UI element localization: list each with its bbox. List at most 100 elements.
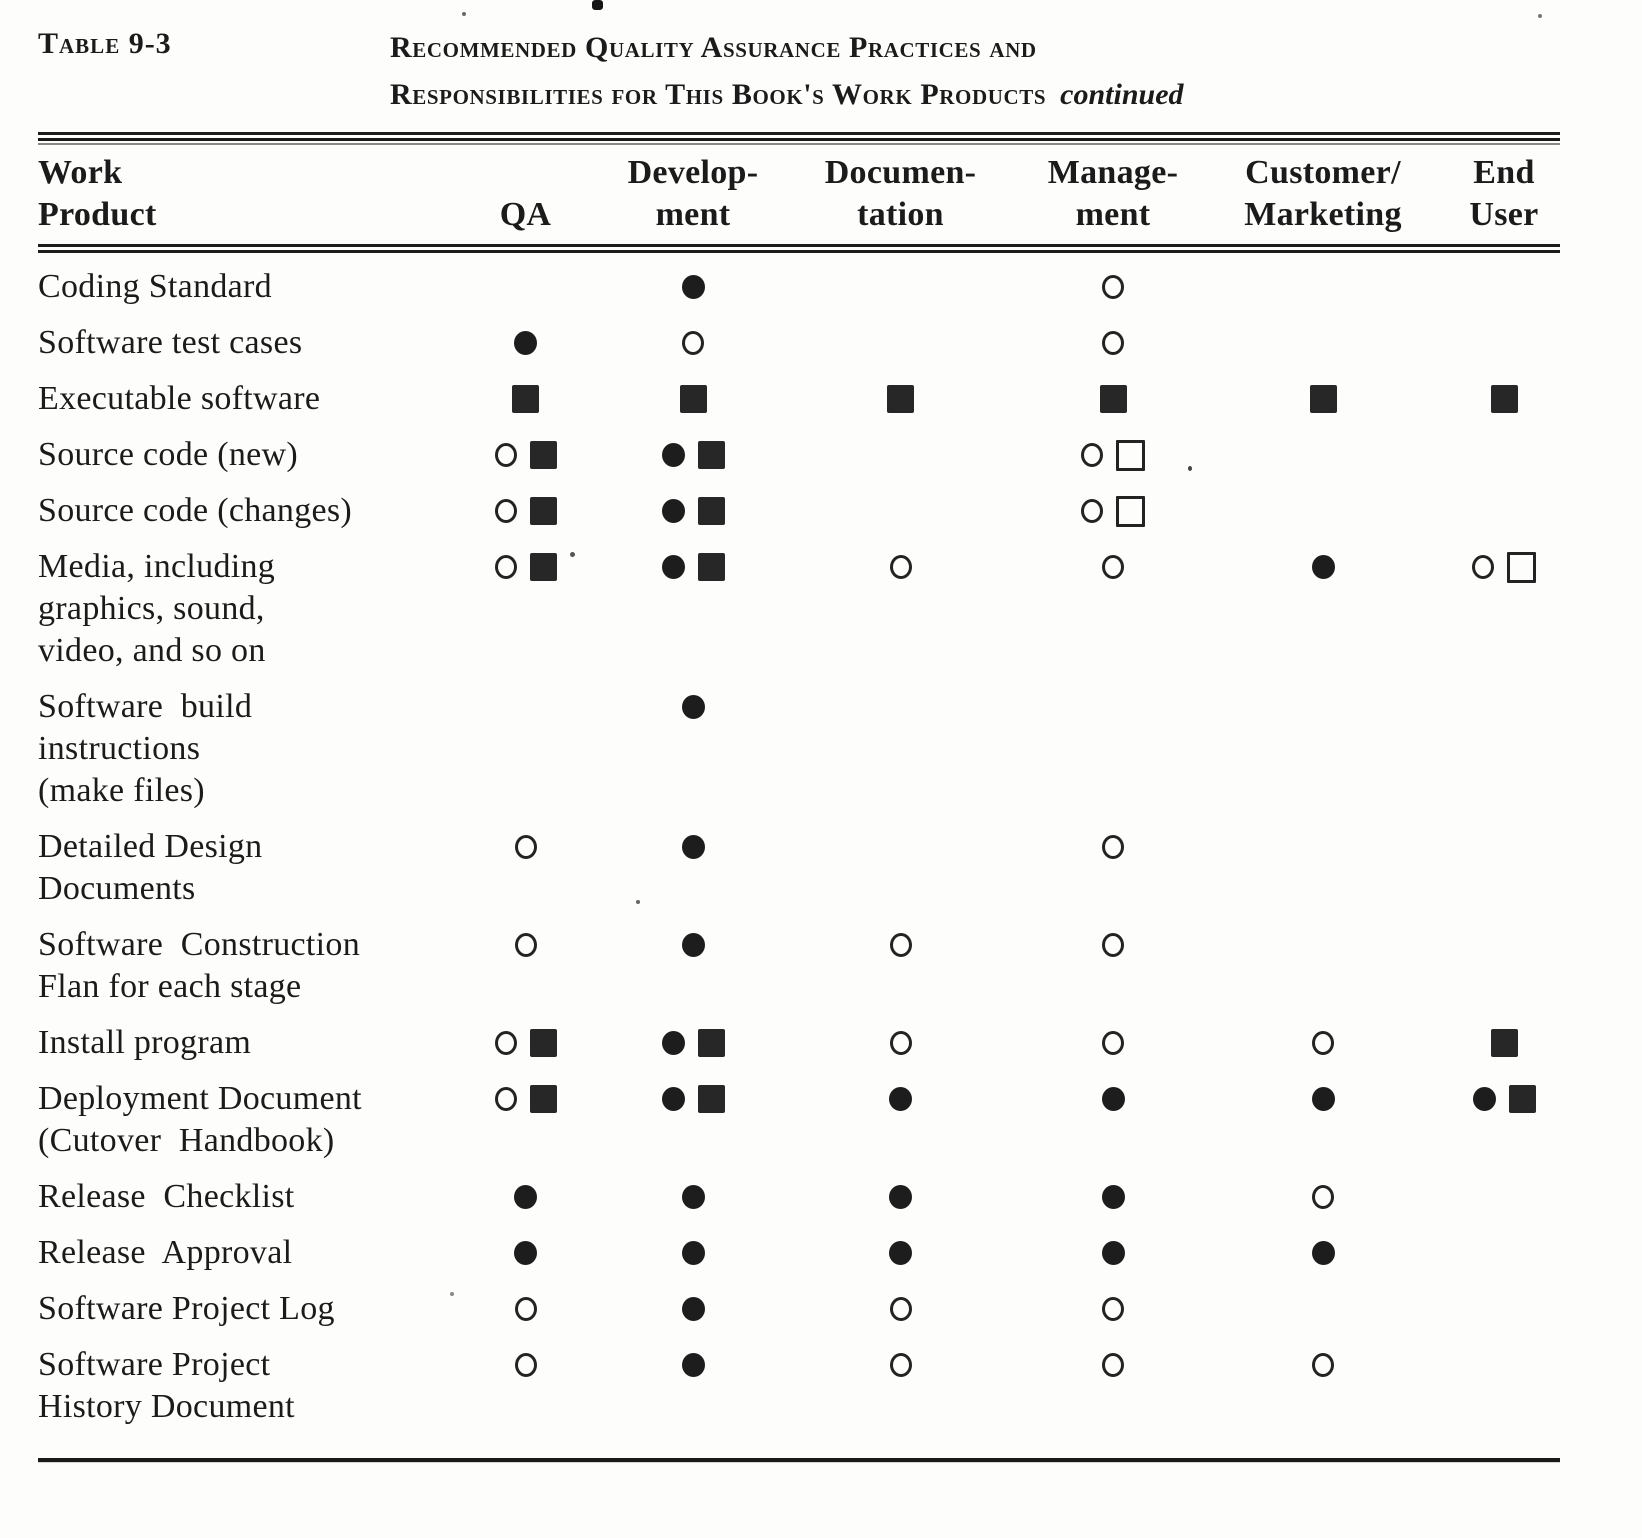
work-product-label-line: Media, including [38,548,276,585]
filled-square-symbol [1490,1029,1518,1057]
column-header-work-product: Work Product [38,152,438,236]
work-product-label-line: Software build [38,688,253,725]
table-row: Software Project Log [38,1288,1560,1330]
scan-speck [1188,466,1192,471]
cell-development [613,826,773,868]
cell-end-user [1448,924,1560,966]
work-product-label-line: Source code (new) [38,436,298,473]
table-header-row: Work Product QA Develop-ment Documen-tation M… [38,146,1560,244]
column-header-line: User [1469,196,1539,233]
work-product-label-line: Source code (changes) [38,492,353,529]
open-circle-symbol [514,1353,537,1377]
filled-square-symbol [679,385,707,413]
cell-qa [438,1232,613,1274]
header-separator-rule [38,244,1560,254]
cell-customer-marketing [1198,322,1448,364]
scan-speck [570,552,575,557]
cell-customer-marketing [1198,546,1448,588]
cell-documentation [773,378,1028,420]
filled-circle-symbol [889,1185,912,1209]
scan-speck [636,900,640,904]
cell-documentation [773,266,1028,308]
cell-documentation [773,1078,1028,1120]
column-header-development: Develop-ment [613,152,773,236]
open-circle-symbol [1102,1297,1124,1321]
open-circle-symbol [1102,1031,1124,1055]
work-product-label-line: Deployment Document [38,1080,362,1117]
column-header-line: Manage- [1047,154,1179,191]
cell-management [1028,490,1198,532]
open-circle-symbol [1312,1353,1334,1377]
work-product-label: Release Checklist [38,1176,438,1218]
cell-qa [438,546,613,588]
column-header-line: tation [857,196,944,233]
work-product-label-line: Detailed Design [38,828,263,865]
filled-circle-symbol [1311,555,1335,579]
cell-customer-marketing [1198,924,1448,966]
work-product-label-line: Software Project [38,1346,271,1383]
table-row: Software Construction Flan for each stage [38,924,1560,1008]
filled-circle-symbol [661,555,685,579]
cell-customer-marketing [1198,1288,1448,1330]
open-circle-symbol [1102,835,1124,859]
cell-management [1028,924,1198,966]
cell-documentation [773,546,1028,588]
cell-management [1028,1176,1198,1218]
cell-end-user [1448,1078,1560,1120]
table-title-line1: Recommended Quality Assurance Practices … [390,31,1037,64]
cell-customer-marketing [1198,1078,1448,1120]
cell-development [613,490,773,532]
open-square-symbol [1116,439,1145,471]
cell-end-user [1448,490,1560,532]
filled-square-symbol [512,385,539,413]
work-product-label: Install program [38,1022,438,1064]
scan-speck [450,1292,454,1296]
filled-circle-symbol [1101,1185,1125,1209]
table-body: Coding Standard Software test cases Execut… [38,254,1560,1428]
filled-square-symbol [887,385,914,413]
open-circle-symbol [1102,1353,1124,1377]
work-product-label-line: Flan for each stage [38,968,302,1005]
cell-end-user [1448,826,1560,868]
open-circle-symbol [682,331,704,355]
cell-management [1028,546,1198,588]
open-circle-symbol [1081,443,1103,467]
work-product-label-line: Executable software [38,380,321,417]
table-row: Install program [38,1022,1560,1064]
cell-development [613,1344,773,1386]
column-header-line: Develop- [627,154,759,191]
filled-circle-symbol [1311,1087,1335,1111]
work-product-label: Coding Standard [38,266,438,308]
cell-customer-marketing [1198,1232,1448,1274]
cell-end-user [1448,1176,1560,1218]
filled-circle-symbol [681,1353,705,1377]
cell-documentation [773,434,1028,476]
qa-practices-table: Work Product QA Develop-ment Documen-tation M… [38,132,1560,1463]
cell-management [1028,266,1198,308]
open-square-symbol [1116,495,1145,527]
filled-square-symbol [1309,385,1337,413]
cell-management [1028,1078,1198,1120]
filled-circle-symbol [514,331,537,355]
filled-square-symbol [529,1029,557,1057]
cell-end-user [1448,1288,1560,1330]
filled-square-symbol [529,553,557,581]
cell-end-user [1448,1232,1560,1274]
table-row: Detailed Design Documents [38,826,1560,910]
filled-circle-symbol [1101,1087,1125,1111]
cell-development [613,1176,773,1218]
cell-qa [438,1288,613,1330]
work-product-label: Software Construction Flan for each stage [38,924,438,1008]
work-product-label-line: Release Approval [38,1234,293,1271]
cell-qa [438,924,613,966]
cell-development [613,1288,773,1330]
column-header-line: End [1473,154,1535,191]
cell-management [1028,322,1198,364]
cell-customer-marketing [1198,434,1448,476]
work-product-label: Software Project Log [38,1288,438,1330]
table-row: Software test cases [38,322,1560,364]
cell-documentation [773,686,1028,728]
open-circle-symbol [494,499,517,523]
cell-end-user [1448,1022,1560,1064]
cell-documentation [773,924,1028,966]
